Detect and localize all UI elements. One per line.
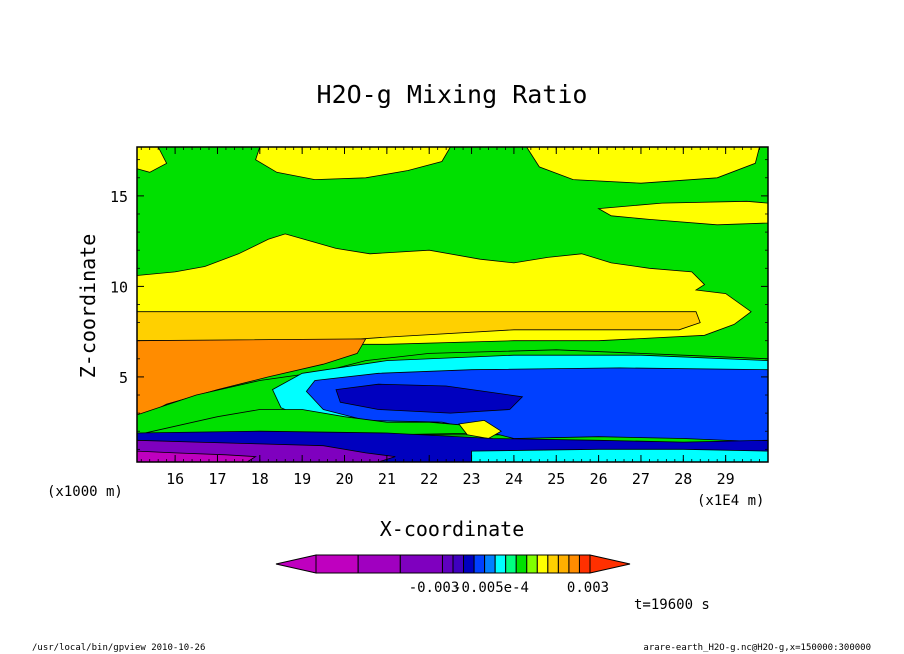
chart-title: H2O-g Mixing Ratio xyxy=(317,80,588,109)
colorbar-swatch xyxy=(505,554,517,574)
contour-region-right-yellow-patch xyxy=(597,200,768,226)
x-tick-label: 17 xyxy=(208,470,226,488)
colorbar-swatch xyxy=(484,554,496,574)
colorbar-label: 0.003 xyxy=(567,580,609,596)
x-unit-note: (x1E4 m) xyxy=(697,493,764,509)
y-tick-label: 5 xyxy=(119,369,128,387)
colorbar-swatch xyxy=(441,554,454,574)
contour-region-top-yellow-left xyxy=(137,147,168,173)
x-tick-label: 16 xyxy=(166,470,184,488)
colorbar xyxy=(275,554,631,574)
x-tick-label: 23 xyxy=(463,470,481,488)
contour-region-dark-blue-core xyxy=(335,383,524,414)
contour-region-top-yellow-right xyxy=(526,147,760,184)
colorbar-swatch xyxy=(399,554,443,574)
colorbar-swatch xyxy=(526,554,538,574)
x-tick-label: 26 xyxy=(590,470,608,488)
footer-left: /usr/local/bin/gpview 2010-10-26 xyxy=(32,643,205,653)
x-tick-label: 27 xyxy=(632,470,650,488)
y-tick-label: 15 xyxy=(110,188,128,206)
colorbar-label: -0.005e-4 xyxy=(453,580,529,596)
contour-region-top-yellow-mid xyxy=(255,147,451,181)
y-tick-label: 10 xyxy=(110,278,128,296)
colorbar-swatch xyxy=(494,554,507,574)
axis-ticks: 16 17 18 19 20 21 22 23 24 25 26 27 28 29 5 10 15 xyxy=(110,147,769,488)
x-tick-label: 25 xyxy=(547,470,565,488)
contour-region-yellow-bump xyxy=(458,419,502,439)
time-label: t=19600 s xyxy=(634,597,710,613)
colorbar-swatch xyxy=(452,554,465,574)
colorbar-swatch xyxy=(536,554,549,574)
contour-region-cyan-bottom-strip xyxy=(471,448,768,462)
x-tick-label: 19 xyxy=(293,470,311,488)
colorbar-swatch xyxy=(473,554,486,574)
colorbar-swatch xyxy=(357,554,401,574)
colorbar-swatch xyxy=(568,554,580,574)
x-tick-label: 22 xyxy=(420,470,438,488)
colorbar-left-arrow xyxy=(275,554,317,574)
colorbar-swatch xyxy=(515,554,528,574)
colorbar-swatch xyxy=(315,554,359,574)
footer-right: arare-earth_H2O-g.nc@H2O-g,x=150000:3000… xyxy=(643,643,871,653)
colorbar-swatch xyxy=(578,554,591,574)
contour-fill-layer xyxy=(137,147,768,462)
x-axis-label: X-coordinate xyxy=(380,517,525,541)
x-tick-label: 21 xyxy=(378,470,396,488)
colorbar-labels: -0.003-0.005e-4 0.003 xyxy=(409,580,609,596)
x-tick-label: 24 xyxy=(505,470,523,488)
y-axis-label: Z-coordinate xyxy=(76,234,100,379)
x-tick-label: 29 xyxy=(717,470,735,488)
y-unit-note: (x1000 m) xyxy=(47,484,123,500)
x-tick-label: 20 xyxy=(335,470,353,488)
colorbar-swatch xyxy=(547,554,559,574)
x-tick-label: 28 xyxy=(674,470,692,488)
colorbar-swatch xyxy=(463,554,475,574)
colorbar-swatch xyxy=(557,554,570,574)
x-tick-label: 18 xyxy=(251,470,269,488)
colorbar-label: -0.003 xyxy=(409,580,460,596)
colorbar-right-arrow xyxy=(589,554,631,574)
